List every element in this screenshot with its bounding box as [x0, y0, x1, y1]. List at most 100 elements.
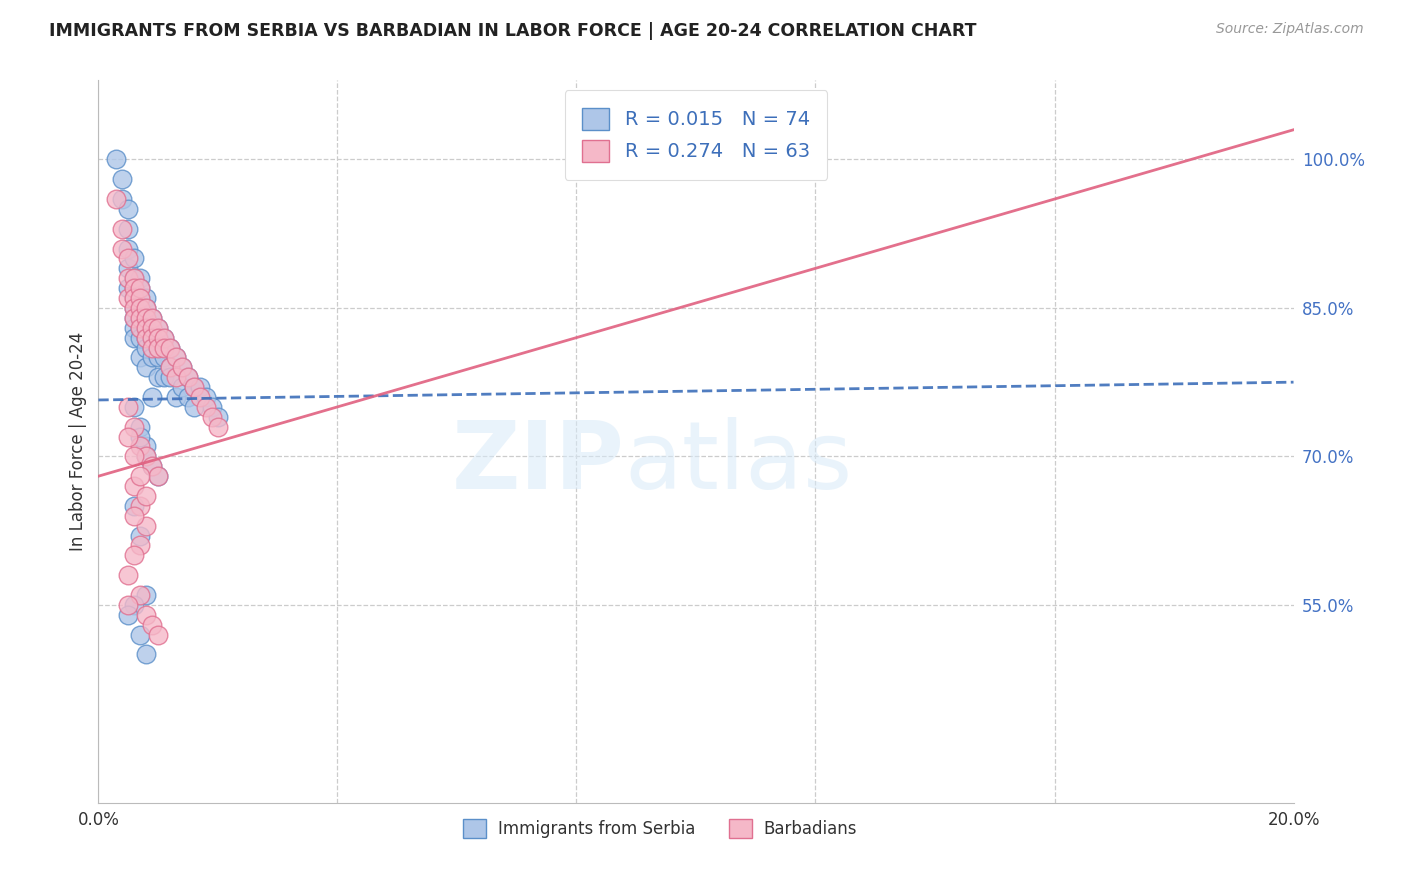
Point: [129, 539, 152, 553]
Point: [135, 310, 157, 325]
Point: [177, 370, 200, 384]
Point: [105, 192, 128, 206]
Point: [201, 409, 224, 424]
Text: atlas: atlas: [624, 417, 852, 509]
Point: [129, 330, 152, 344]
Point: [148, 320, 170, 334]
Point: [148, 351, 170, 365]
Point: [124, 419, 146, 434]
Point: [129, 301, 152, 315]
Point: [135, 450, 157, 464]
Point: [117, 221, 139, 235]
Point: [153, 351, 176, 365]
Point: [135, 330, 157, 344]
Point: [141, 351, 163, 365]
Point: [117, 281, 139, 295]
Point: [124, 291, 146, 305]
Point: [129, 499, 152, 513]
Point: [124, 479, 146, 493]
Point: [141, 330, 163, 344]
Point: [129, 440, 152, 454]
Point: [124, 499, 146, 513]
Point: [148, 469, 170, 483]
Point: [117, 607, 139, 622]
Point: [117, 568, 139, 582]
Point: [135, 310, 157, 325]
Point: [129, 429, 152, 443]
Point: [201, 400, 224, 414]
Point: [129, 271, 152, 285]
Point: [111, 242, 134, 256]
Point: [153, 330, 176, 344]
Point: [141, 459, 163, 474]
Point: [153, 330, 176, 344]
Point: [153, 341, 176, 355]
Point: [111, 221, 134, 235]
Point: [172, 380, 194, 394]
Y-axis label: In Labor Force | Age 20-24: In Labor Force | Age 20-24: [69, 332, 87, 551]
Point: [117, 242, 139, 256]
Point: [135, 301, 157, 315]
Point: [159, 370, 181, 384]
Point: [135, 360, 157, 375]
Point: [141, 390, 163, 404]
Point: [129, 419, 152, 434]
Point: [124, 301, 146, 315]
Point: [135, 341, 157, 355]
Point: [195, 390, 218, 404]
Point: [159, 341, 181, 355]
Point: [135, 648, 157, 662]
Point: [148, 341, 170, 355]
Point: [148, 627, 170, 641]
Point: [148, 330, 170, 344]
Point: [141, 330, 163, 344]
Point: [195, 400, 218, 414]
Point: [129, 310, 152, 325]
Point: [117, 261, 139, 276]
Point: [141, 310, 163, 325]
Point: [165, 351, 187, 365]
Point: [129, 291, 152, 305]
Point: [129, 310, 152, 325]
Point: [124, 508, 146, 523]
Legend: Immigrants from Serbia, Barbadians: Immigrants from Serbia, Barbadians: [457, 813, 863, 845]
Point: [124, 310, 146, 325]
Point: [117, 291, 139, 305]
Point: [135, 450, 157, 464]
Point: [165, 390, 187, 404]
Point: [141, 459, 163, 474]
Point: [124, 400, 146, 414]
Point: [124, 281, 146, 295]
Point: [148, 469, 170, 483]
Point: [141, 310, 163, 325]
Point: [183, 400, 205, 414]
Point: [129, 627, 152, 641]
Point: [183, 380, 205, 394]
Point: [188, 380, 211, 394]
Point: [165, 370, 187, 384]
Point: [141, 320, 163, 334]
Text: ZIP: ZIP: [451, 417, 624, 509]
Point: [105, 153, 128, 167]
Point: [135, 301, 157, 315]
Point: [207, 419, 229, 434]
Point: [117, 271, 139, 285]
Point: [159, 360, 181, 375]
Point: [135, 320, 157, 334]
Point: [135, 291, 157, 305]
Point: [207, 409, 229, 424]
Point: [111, 192, 134, 206]
Point: [141, 341, 163, 355]
Point: [124, 301, 146, 315]
Point: [172, 360, 194, 375]
Point: [129, 281, 152, 295]
Point: [129, 469, 152, 483]
Point: [148, 330, 170, 344]
Point: [172, 360, 194, 375]
Point: [159, 341, 181, 355]
Point: [124, 598, 146, 612]
Point: [124, 450, 146, 464]
Point: [117, 252, 139, 266]
Point: [124, 271, 146, 285]
Point: [165, 351, 187, 365]
